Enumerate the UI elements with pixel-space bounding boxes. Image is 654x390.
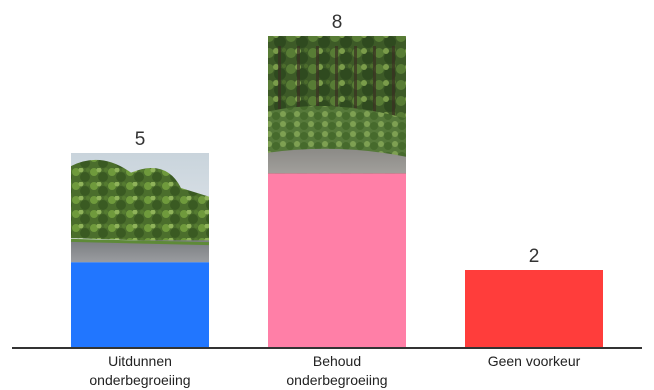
category-label: Geen voorkeur (488, 353, 581, 369)
category-label-line: Uitdunnen (108, 353, 172, 369)
bar-photo (268, 36, 406, 174)
value-label: 8 (332, 12, 343, 33)
category-label-line: Behoud (313, 353, 361, 369)
bar-photo (70, 153, 210, 263)
value-label: 2 (529, 246, 540, 267)
category-label: Behoud onderbegroeiing (286, 353, 387, 388)
bar-1 (70, 153, 210, 348)
bar-3 (465, 270, 603, 348)
bar-2 (268, 36, 406, 348)
value-label: 5 (135, 129, 146, 150)
category-label-line: onderbegroeiing (89, 372, 190, 388)
category-label-line: Geen voorkeur (488, 353, 581, 369)
category-label-line: onderbegroeiing (286, 372, 387, 388)
bar-fill (465, 270, 603, 348)
category-label: Uitdunnen onderbegroeiing (89, 353, 190, 388)
